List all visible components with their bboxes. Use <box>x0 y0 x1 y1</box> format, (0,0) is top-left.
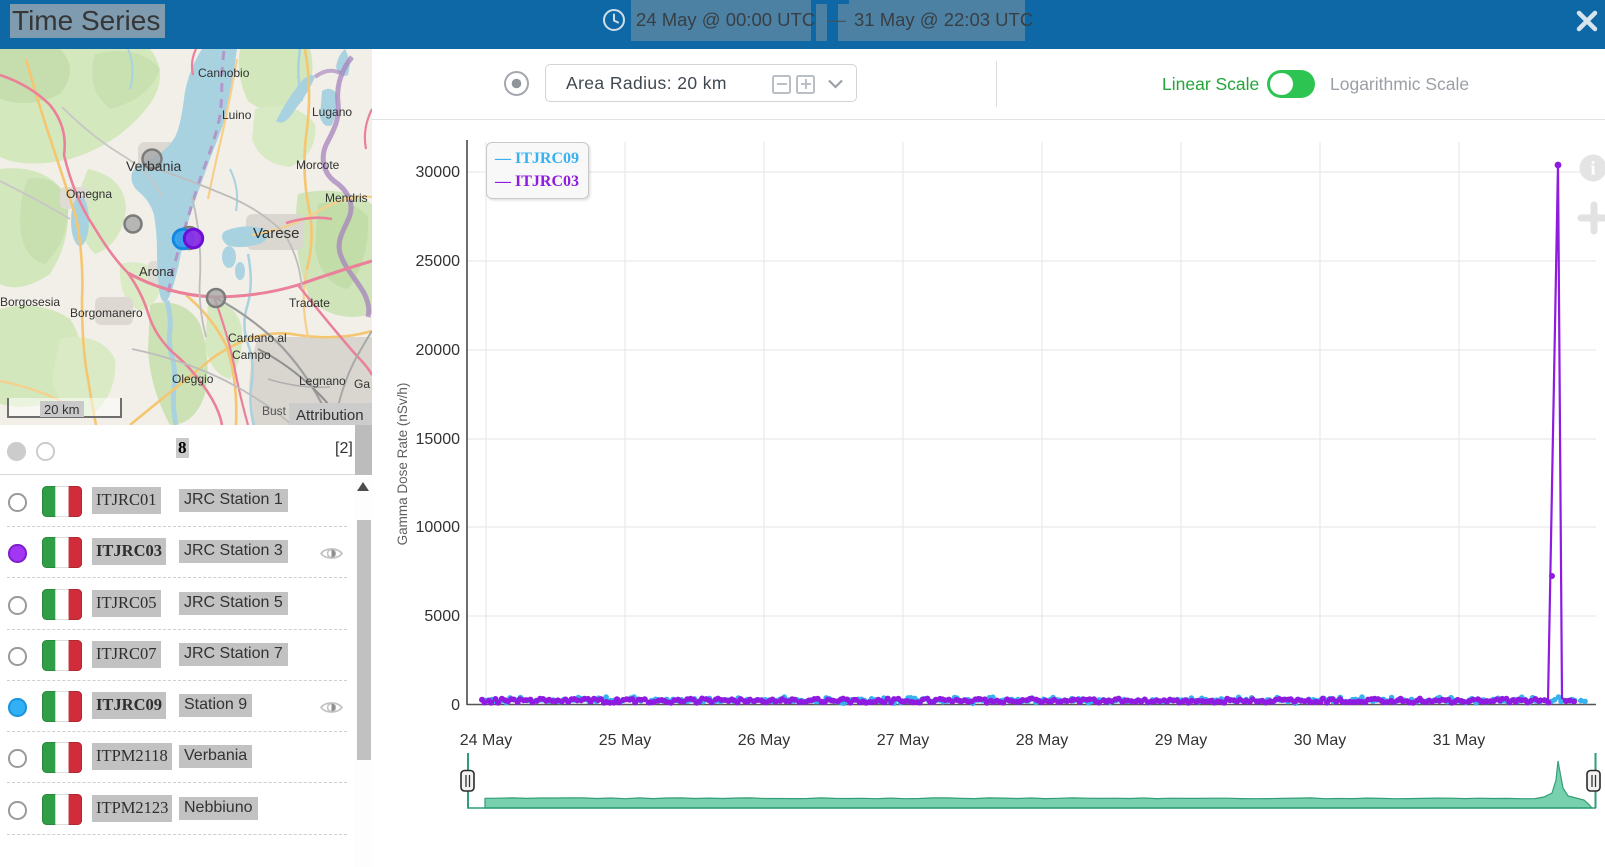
svg-text:Cardano al: Cardano al <box>228 331 287 345</box>
svg-text:30 May: 30 May <box>1294 732 1346 749</box>
svg-text:Gamma Dose Rate (nSv/h): Gamma Dose Rate (nSv/h) <box>395 383 410 546</box>
svg-text:Attribution: Attribution <box>296 407 364 424</box>
svg-text:Morcote: Morcote <box>296 158 340 172</box>
svg-text:5000: 5000 <box>424 608 460 625</box>
svg-text:Verbania: Verbania <box>126 158 181 174</box>
svg-text:28 May: 28 May <box>1016 732 1068 749</box>
svg-text:15000: 15000 <box>416 431 461 448</box>
svg-text:31 May: 31 May <box>1433 732 1485 749</box>
svg-text:Arona: Arona <box>139 264 174 279</box>
svg-text:Cannobio: Cannobio <box>198 66 250 80</box>
svg-text:25 May: 25 May <box>599 732 651 749</box>
svg-text:Campo: Campo <box>232 348 271 362</box>
svg-text:Borgosesia: Borgosesia <box>0 295 60 309</box>
svg-text:20000: 20000 <box>416 342 461 359</box>
svg-text:Bust: Bust <box>262 404 287 418</box>
svg-text:20 km: 20 km <box>44 402 79 417</box>
svg-text:i: i <box>1590 159 1595 180</box>
svg-text:Ga: Ga <box>354 377 370 391</box>
svg-text:Varese: Varese <box>253 225 299 242</box>
svg-text:Mendris: Mendris <box>325 191 368 205</box>
svg-text:24 May: 24 May <box>460 732 512 749</box>
svg-text:Luino: Luino <box>222 108 252 122</box>
svg-text:Oleggio: Oleggio <box>172 372 214 386</box>
svg-text:Lugano: Lugano <box>312 105 352 119</box>
svg-text:Tradate: Tradate <box>289 296 330 310</box>
svg-text:27 May: 27 May <box>877 732 929 749</box>
svg-text:0: 0 <box>451 697 460 714</box>
svg-text:29 May: 29 May <box>1155 732 1207 749</box>
svg-text:Legnano: Legnano <box>299 374 346 388</box>
svg-text:10000: 10000 <box>416 519 461 536</box>
svg-text:30000: 30000 <box>416 164 461 181</box>
svg-text:Borgomanero: Borgomanero <box>70 306 143 320</box>
svg-text:25000: 25000 <box>416 253 461 270</box>
svg-text:26 May: 26 May <box>738 732 790 749</box>
svg-text:Omegna: Omegna <box>66 187 112 201</box>
